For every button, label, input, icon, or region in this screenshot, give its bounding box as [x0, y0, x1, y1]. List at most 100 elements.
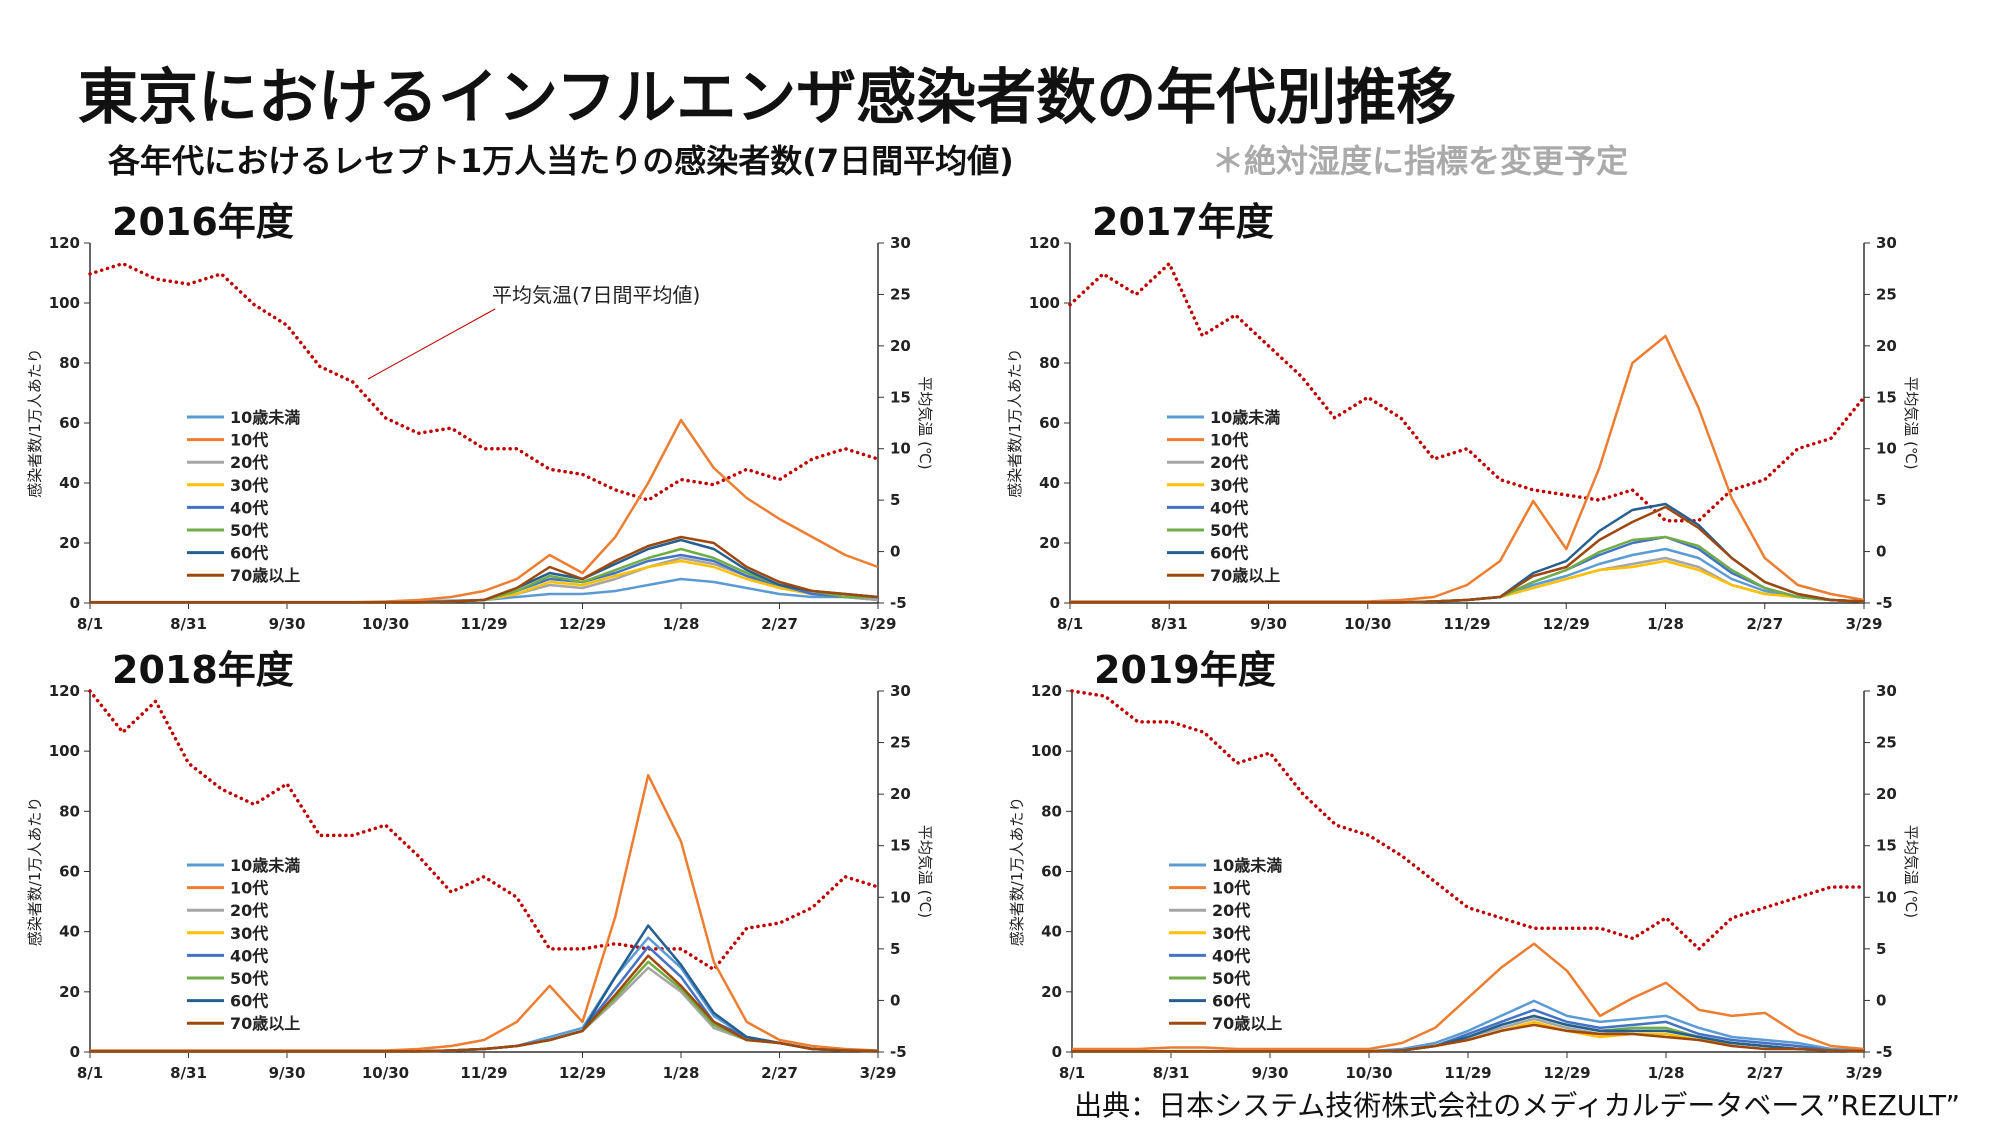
y2-axis-label: 平均気温 (℃): [916, 825, 934, 918]
y2-tick-label: -5: [1876, 594, 1893, 612]
legend-label: 10代: [1212, 879, 1250, 898]
x-tick-label: 8/31: [1151, 615, 1188, 633]
y-axis-label: 感染者数/1万人あたり: [1008, 797, 1026, 947]
legend-label: 30代: [230, 924, 268, 943]
x-tick-label: 3/29: [860, 615, 897, 633]
y2-tick-label: 20: [890, 785, 911, 803]
y2-tick-label: -5: [890, 594, 907, 612]
temperature-line: [88, 261, 880, 503]
x-tick-label: 1/28: [663, 615, 700, 633]
series-line: [90, 559, 878, 604]
x-tick-label: 3/29: [1846, 615, 1883, 633]
x-tick-label: 12/29: [559, 615, 606, 633]
y-tick-label: 20: [1039, 534, 1060, 552]
legend-label: 10歳未満: [230, 408, 300, 427]
x-tick-label: 11/29: [460, 615, 507, 633]
y-tick-label: 100: [1029, 294, 1060, 312]
panel-title: 2016年度: [112, 200, 294, 244]
y2-tick-label: 0: [1876, 991, 1886, 1009]
y-axis-label: 感染者数/1万人あたり: [26, 348, 44, 498]
y2-tick-label: 25: [1876, 285, 1897, 303]
y-tick-label: 40: [59, 474, 80, 492]
y-tick-label: 40: [1041, 923, 1062, 941]
y-tick-label: 120: [49, 682, 80, 700]
legend-label: 20代: [230, 453, 268, 472]
y2-tick-label: 15: [1876, 837, 1897, 855]
legend-label: 70歳以上: [230, 1014, 300, 1033]
panel-title: 2017年度: [1092, 200, 1274, 244]
legend-label: 40代: [230, 946, 268, 965]
x-tick-label: 8/1: [77, 615, 103, 633]
y2-tick-label: 5: [890, 940, 900, 958]
legend-label: 10代: [230, 879, 268, 898]
y2-tick-label: 25: [890, 285, 911, 303]
y2-tick-label: 5: [890, 491, 900, 509]
legend-label: 70歳以上: [230, 566, 300, 585]
y-tick-label: 100: [1031, 742, 1062, 760]
y-tick-label: 60: [59, 414, 80, 432]
series-line: [1070, 505, 1865, 604]
y2-tick-label: 20: [1876, 785, 1897, 803]
x-tick-label: 8/31: [170, 615, 207, 633]
y-axis-label: 感染者数/1万人あたり: [26, 797, 44, 947]
y2-tick-label: 15: [890, 388, 911, 406]
legend-label: 50代: [1212, 969, 1250, 988]
y-tick-label: 20: [1041, 983, 1062, 1001]
x-tick-label: 12/29: [1543, 615, 1590, 633]
y2-axis-label: 平均気温 (℃): [1902, 825, 1920, 918]
legend-label: 40代: [230, 498, 268, 517]
x-tick-label: 11/29: [1444, 1064, 1491, 1082]
y-tick-label: 60: [1041, 863, 1062, 881]
page-title: 東京におけるインフルエンザ感染者数の年代別推移: [78, 63, 1456, 133]
y2-tick-label: 10: [1876, 888, 1897, 906]
series-line: [90, 535, 879, 604]
panel-title: 2019年度: [1094, 648, 1276, 692]
y2-tick-label: 10: [890, 888, 911, 906]
y-tick-label: 80: [59, 802, 80, 820]
x-tick-label: 9/30: [1252, 1064, 1289, 1082]
series-line: [1072, 1023, 1865, 1053]
y2-tick-label: 0: [1876, 543, 1886, 561]
y-tick-label: 80: [1039, 354, 1060, 372]
series-line: [1070, 535, 1865, 604]
x-tick-label: 10/30: [362, 615, 409, 633]
y-tick-label: 60: [1039, 414, 1060, 432]
legend-label: 30代: [1210, 476, 1248, 495]
legend-label: 70歳以上: [1210, 566, 1280, 585]
legend-label: 10歳未満: [1210, 408, 1280, 427]
annotation: 平均気温(7日間平均値): [492, 283, 700, 307]
x-tick-label: 9/30: [269, 615, 306, 633]
y-tick-label: 0: [70, 1043, 80, 1061]
y2-tick-label: 10: [1876, 440, 1897, 458]
legend-label: 20代: [1212, 901, 1250, 920]
x-tick-label: 3/29: [1846, 1064, 1883, 1082]
note: ＊絶対湿度に指標を変更予定: [1212, 142, 1628, 180]
x-tick-label: 10/30: [362, 1064, 409, 1082]
y2-tick-label: 15: [1876, 388, 1897, 406]
y-tick-label: 40: [59, 923, 80, 941]
x-tick-label: 8/1: [1057, 615, 1083, 633]
y2-tick-label: 0: [890, 543, 900, 561]
y-axis-label: 感染者数/1万人あたり: [1006, 348, 1024, 498]
y-tick-label: 120: [49, 234, 80, 252]
legend-label: 60代: [230, 544, 268, 563]
legend-label: 50代: [230, 969, 268, 988]
x-tick-label: 12/29: [559, 1064, 606, 1082]
x-tick-label: 8/1: [1059, 1064, 1085, 1082]
x-tick-label: 1/28: [1647, 615, 1684, 633]
x-tick-label: 8/1: [77, 1064, 103, 1082]
y2-axis-label: 平均気温 (℃): [916, 376, 934, 469]
y2-tick-label: 10: [890, 440, 911, 458]
x-tick-label: 2/27: [1746, 615, 1783, 633]
legend-label: 10代: [1210, 431, 1248, 450]
x-tick-label: 2/27: [761, 1064, 798, 1082]
series-line: [90, 538, 879, 604]
x-tick-label: 9/30: [269, 1064, 306, 1082]
y-tick-label: 40: [1039, 474, 1060, 492]
y-tick-label: 80: [1041, 802, 1062, 820]
y2-tick-label: 5: [1876, 491, 1886, 509]
legend-label: 50代: [1210, 521, 1248, 540]
subtitle: 各年代におけるレセプト1万人当たりの感染者数(7日間平均値): [108, 142, 1014, 180]
y-tick-label: 0: [1050, 594, 1060, 612]
